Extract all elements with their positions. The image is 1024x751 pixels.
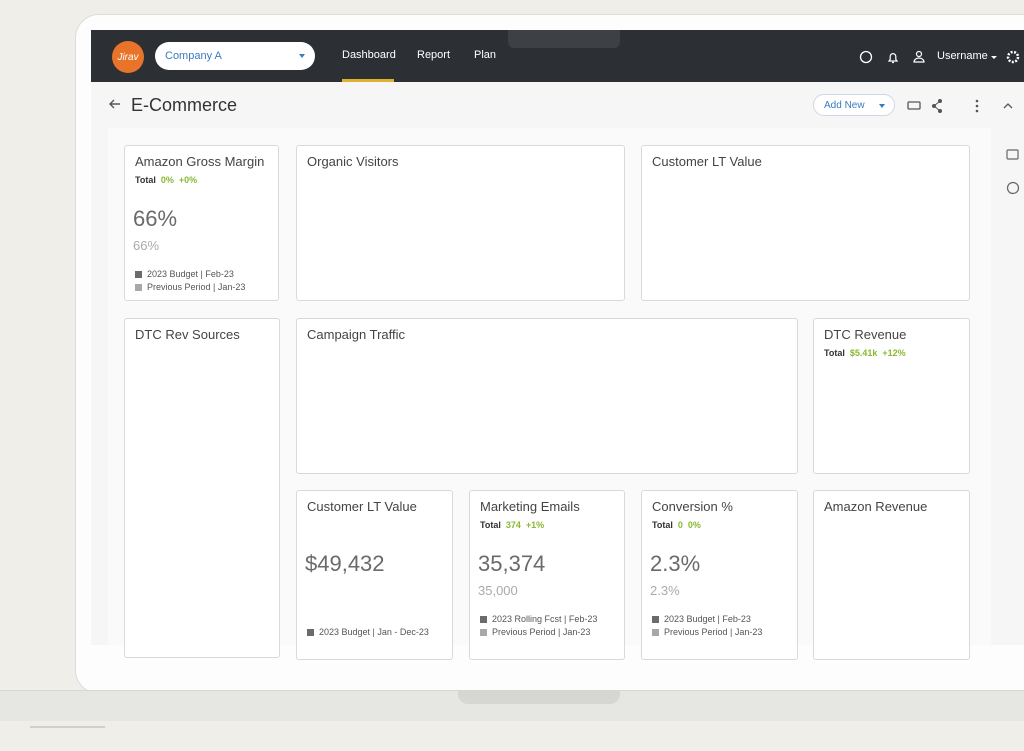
legend-item: Previous Period | Jan-23 bbox=[135, 282, 245, 292]
widget-title: Customer LT Value bbox=[652, 154, 762, 169]
widget-card: Customer LT Value $49,432 2023 Budget | Ja… bbox=[296, 490, 453, 660]
total-row: Total 374 +1% bbox=[480, 520, 544, 530]
more-dot bbox=[975, 104, 979, 108]
widget-card: DTC Rev Sources bbox=[124, 318, 280, 658]
settings-icon[interactable] bbox=[1006, 50, 1020, 64]
total-row: Total 0% +0% bbox=[135, 175, 197, 185]
widget-title: Marketing Emails bbox=[480, 499, 580, 514]
kpi-compare: 66% bbox=[133, 238, 160, 253]
nav-item[interactable]: Dashboard bbox=[342, 49, 396, 61]
kpi-value: 2.3% bbox=[650, 551, 701, 576]
more-dot bbox=[975, 109, 979, 113]
legend-item: Previous Period | Jan-23 bbox=[480, 627, 590, 637]
legend-label: 2023 Rolling Fcst | Feb-23 bbox=[492, 614, 598, 624]
legend-item: 2023 Rolling Fcst | Feb-23 bbox=[480, 614, 597, 624]
kpi-compare: 35,000 bbox=[478, 583, 518, 598]
user-icon[interactable] bbox=[915, 50, 923, 58]
widget-card: Conversion % Total 0 0% 2.3% 2.3% 2023 Budget … bbox=[641, 490, 798, 660]
caret bbox=[299, 54, 305, 58]
user-icon-body bbox=[913, 57, 925, 63]
kpi-compare: 2.3% bbox=[650, 583, 680, 598]
share-lines bbox=[933, 100, 941, 112]
legend-swatch bbox=[652, 628, 659, 636]
info-icon[interactable] bbox=[1006, 181, 1020, 195]
total-row: Total 0 0% bbox=[652, 520, 701, 530]
total-label: Total bbox=[135, 175, 156, 185]
nav-item[interactable]: Plan bbox=[474, 49, 497, 61]
total-row: Total $5.41k +12% bbox=[824, 348, 906, 358]
total-value: 374 bbox=[505, 520, 521, 530]
add-new-label: Add New bbox=[824, 100, 865, 111]
widget-card: Marketing Emails Total 374 +1% 35,374 35,000 2… bbox=[469, 490, 625, 660]
legend-item: 2023 Budget | Feb-23 bbox=[652, 614, 751, 624]
print-icon[interactable] bbox=[907, 101, 921, 110]
total-value: 0% bbox=[160, 175, 174, 185]
legend-item: 2023 Budget | Jan - Dec-23 bbox=[307, 627, 429, 637]
total-change: +1% bbox=[525, 520, 545, 530]
collapse-icon[interactable] bbox=[1003, 103, 1013, 109]
more-icon[interactable] bbox=[975, 99, 979, 103]
kpi-value: 35,374 bbox=[478, 551, 546, 576]
nav-underline bbox=[342, 79, 394, 82]
total-value: 0 bbox=[677, 520, 683, 530]
shadow-line bbox=[30, 726, 105, 728]
legend-label: Previous Period | Jan-23 bbox=[147, 282, 246, 292]
widget-title: Conversion % bbox=[652, 499, 733, 514]
legend-label: Previous Period | Jan-23 bbox=[664, 627, 763, 637]
widget-title: DTC Revenue bbox=[824, 327, 907, 342]
widget-card: Campaign Traffic bbox=[296, 318, 798, 474]
caret bbox=[879, 104, 885, 108]
logo[interactable]: Jirav bbox=[112, 41, 144, 73]
legend-swatch bbox=[307, 628, 314, 636]
user-caret[interactable] bbox=[991, 56, 997, 59]
comment-icon[interactable] bbox=[1006, 149, 1019, 160]
legend-swatch bbox=[135, 283, 142, 291]
widget-card: Customer LT Value bbox=[641, 145, 970, 301]
total-label: Total bbox=[480, 520, 501, 530]
legend-swatch bbox=[135, 270, 142, 278]
toolbar-icons bbox=[907, 99, 1013, 113]
legend-swatch bbox=[652, 615, 659, 623]
widget-title: Campaign Traffic bbox=[307, 327, 406, 342]
total-value: $5.41k bbox=[849, 348, 878, 358]
legend-swatch bbox=[480, 628, 487, 636]
widget-card: Organic Visitors bbox=[296, 145, 625, 301]
legend-swatch bbox=[480, 615, 487, 623]
widget-title: Customer LT Value bbox=[307, 499, 417, 514]
total-change: +0% bbox=[178, 175, 198, 185]
total-label: Total bbox=[652, 520, 673, 530]
legend-label: 2023 Budget | Jan - Dec-23 bbox=[319, 627, 429, 637]
widget-title: Amazon Revenue bbox=[824, 499, 928, 514]
legend-label: 2023 Budget | Feb-23 bbox=[664, 614, 751, 624]
widget-card: DTC Revenue Total $5.41k +12% bbox=[813, 318, 970, 474]
add-new-button[interactable]: Add New bbox=[813, 94, 895, 116]
back-arrow[interactable] bbox=[107, 96, 123, 112]
help-icon[interactable] bbox=[859, 50, 873, 64]
kpi-value: $49,432 bbox=[305, 551, 385, 576]
total-change: +12% bbox=[882, 348, 906, 358]
total-change: 0% bbox=[687, 520, 701, 530]
bell-icon[interactable] bbox=[887, 53, 899, 64]
kpi-value: 66% bbox=[133, 206, 178, 231]
laptop-notch bbox=[458, 690, 620, 704]
legend-label: Previous Period | Jan-23 bbox=[492, 627, 591, 637]
page-title: E-Commerce bbox=[131, 95, 238, 115]
widget-card: Amazon Gross Margin Total 0% +0% 66% 66% 2023 … bbox=[124, 145, 279, 301]
widget-title: Organic Visitors bbox=[307, 154, 399, 169]
widget-title: DTC Rev Sources bbox=[135, 327, 240, 342]
nav-item[interactable]: Report bbox=[417, 49, 451, 61]
legend-item: Previous Period | Jan-23 bbox=[652, 627, 762, 637]
widget-title: Amazon Gross Margin bbox=[135, 154, 265, 169]
camera-notch bbox=[508, 30, 620, 48]
widget-card: Amazon Revenue bbox=[813, 490, 970, 660]
side-icons bbox=[1006, 149, 1020, 195]
legend-item: 2023 Budget | Feb-23 bbox=[135, 269, 234, 279]
header-icons bbox=[859, 50, 1020, 64]
company-name: Company A bbox=[165, 50, 222, 62]
legend-label: 2023 Budget | Feb-23 bbox=[147, 269, 234, 279]
username[interactable]: Username bbox=[937, 50, 988, 62]
total-label: Total bbox=[824, 348, 845, 358]
company-select[interactable]: Company A bbox=[155, 42, 315, 70]
